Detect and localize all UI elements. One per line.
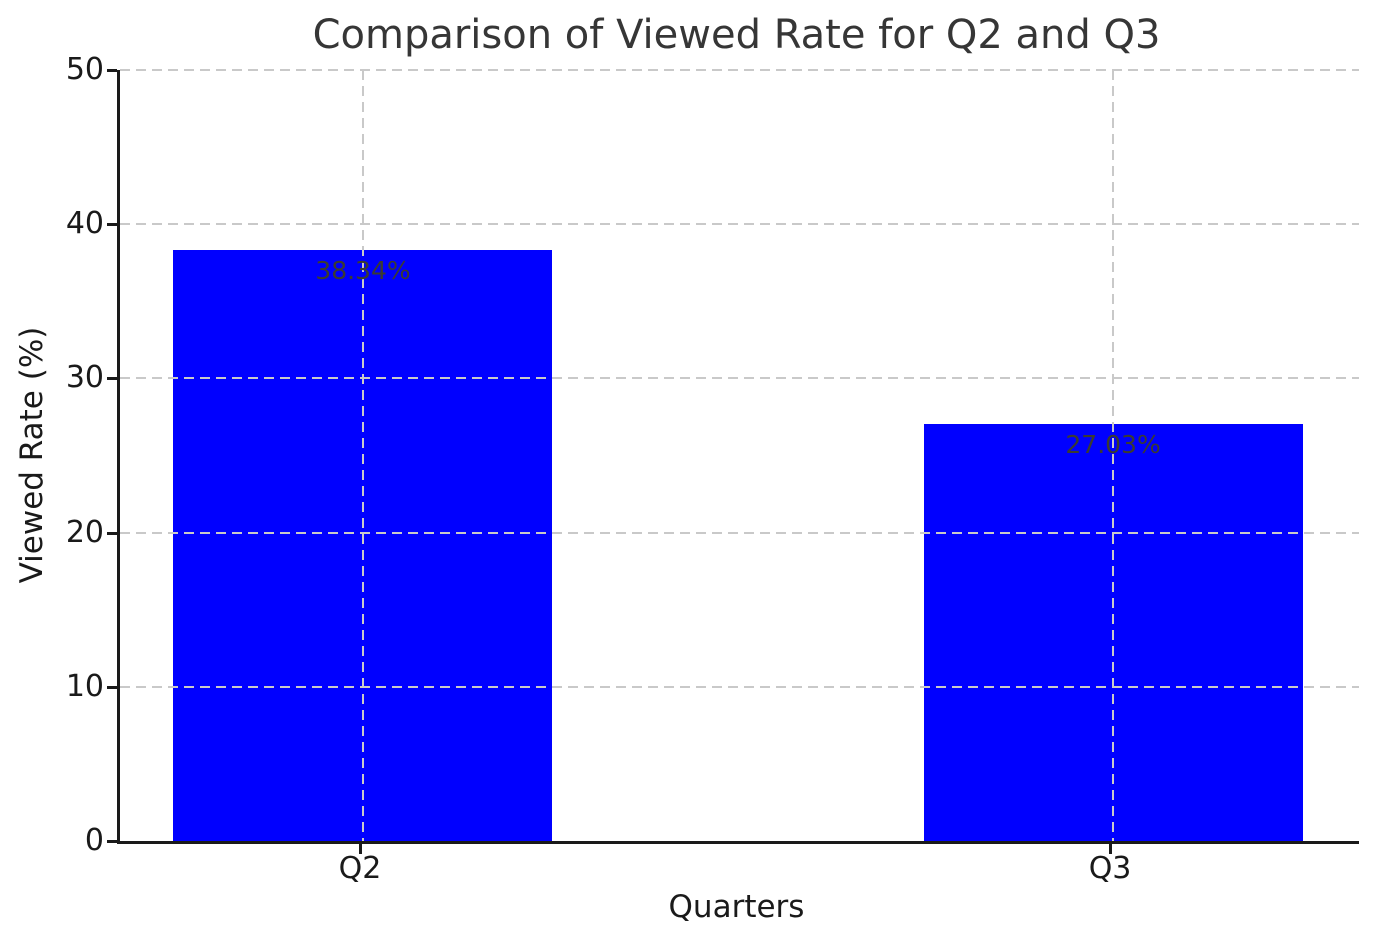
x-axis-label: Quarters [668, 889, 805, 925]
y-tick-label: 10 [65, 668, 104, 704]
y-gridline [120, 531, 1359, 534]
x-tick-label: Q3 [1088, 851, 1132, 886]
y-tick-mark [107, 685, 117, 689]
y-axis-label: Viewed Rate (%) [14, 326, 50, 584]
y-tick-label: 50 [65, 52, 104, 87]
y-tick-label: 20 [65, 514, 104, 550]
x-gridline [1112, 70, 1115, 841]
y-gridline [120, 685, 1359, 688]
bar-value-label: 27.03% [1065, 430, 1161, 460]
y-tick-label: 0 [84, 823, 104, 858]
x-tick-mark [1109, 844, 1113, 854]
x-gridline [361, 70, 364, 841]
y-tick-label: 30 [65, 360, 104, 396]
y-gridline [120, 223, 1359, 226]
y-tick-label: 40 [65, 206, 104, 242]
chart-title: Comparison of Viewed Rate for Q2 and Q3 [312, 12, 1161, 58]
y-tick-mark [107, 531, 117, 535]
y-gridline [120, 377, 1359, 380]
x-tick-mark [358, 844, 362, 854]
y-tick-mark [107, 223, 117, 227]
bar-value-label: 38.34% [315, 255, 411, 285]
y-tick-mark [107, 840, 117, 843]
y-gridline [120, 69, 1359, 71]
x-tick-label: Q2 [338, 851, 382, 886]
plot-area: 38.34% 27.03% [117, 69, 1359, 844]
y-tick-mark [107, 69, 117, 72]
y-tick-mark [107, 377, 117, 381]
